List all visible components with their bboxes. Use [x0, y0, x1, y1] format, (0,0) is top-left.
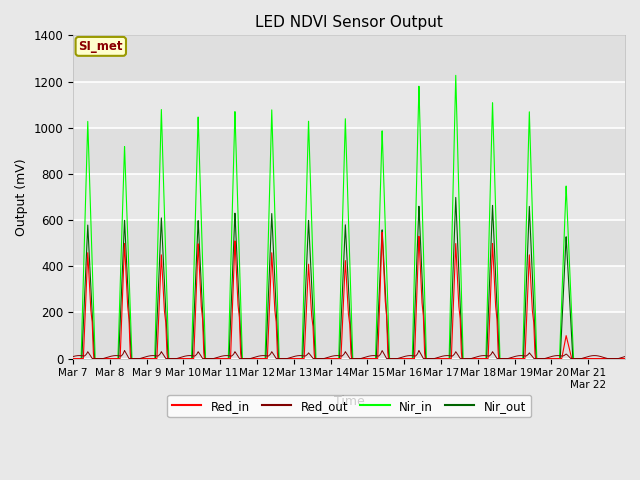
- Legend: Red_in, Red_out, Nir_in, Nir_out: Red_in, Red_out, Nir_in, Nir_out: [167, 395, 531, 417]
- Bar: [73, 82, 625, 128]
- Text: SI_met: SI_met: [79, 40, 123, 53]
- Bar: [73, 174, 625, 220]
- Bar: [73, 312, 625, 359]
- Title: LED NDVI Sensor Output: LED NDVI Sensor Output: [255, 15, 443, 30]
- Bar: [73, 36, 625, 82]
- Bar: [73, 220, 625, 266]
- Bar: [73, 266, 625, 312]
- Y-axis label: Output (mV): Output (mV): [15, 158, 28, 236]
- Bar: [73, 128, 625, 174]
- X-axis label: Time: Time: [333, 396, 364, 408]
